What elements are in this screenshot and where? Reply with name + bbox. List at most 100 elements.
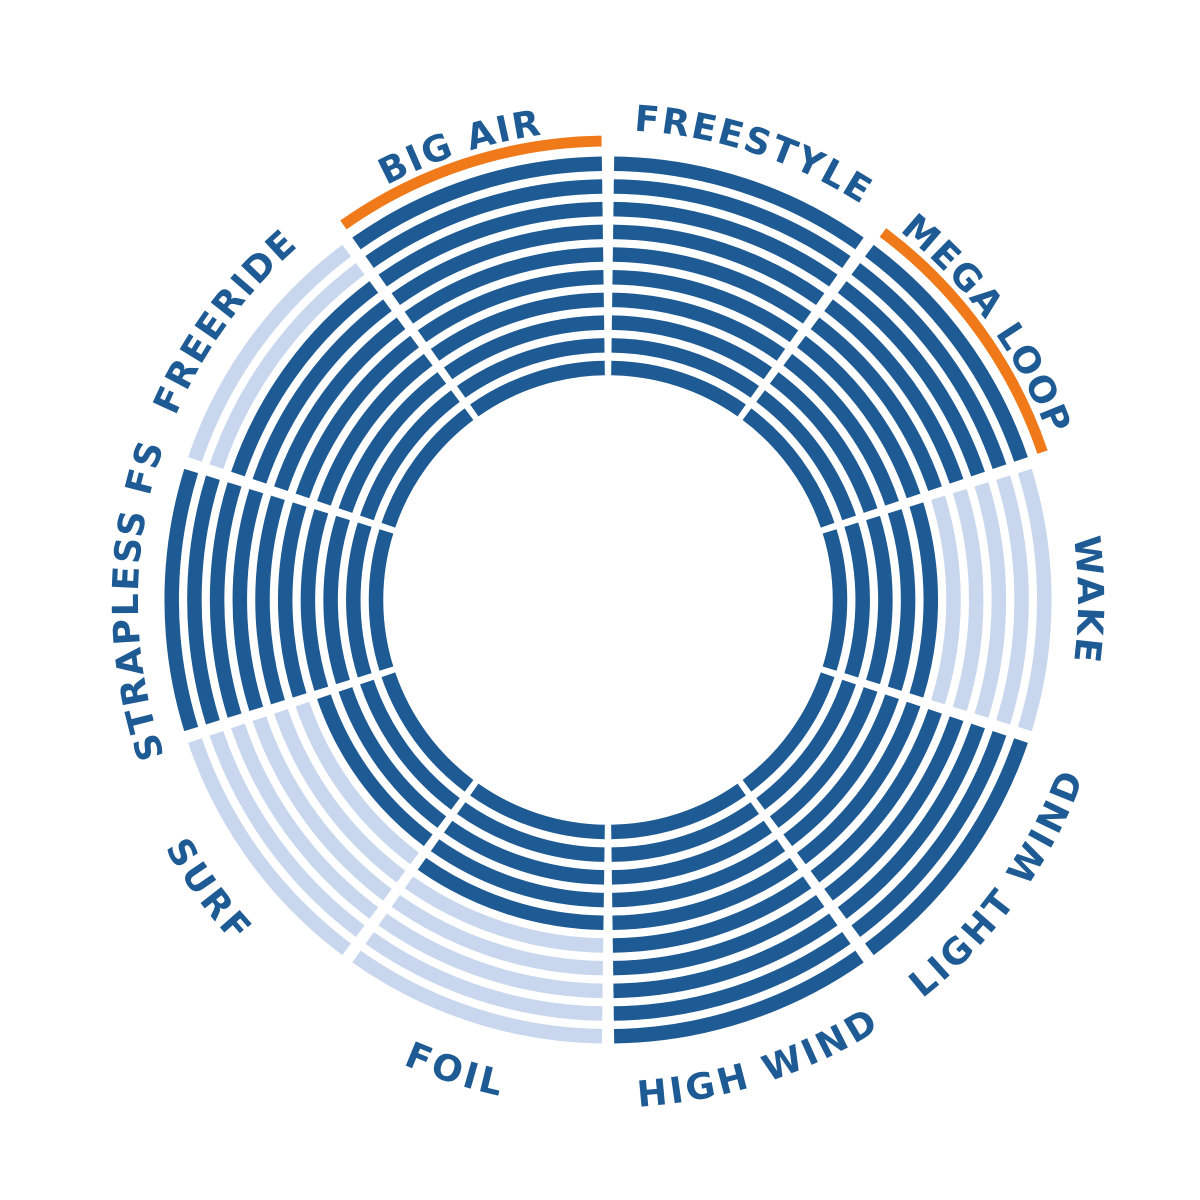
ring-bar [457,802,605,862]
ring-bar [164,468,199,732]
ring-bar [352,156,603,250]
segment-foil [352,783,605,1044]
ring-bar [613,894,825,976]
ring-bar [317,353,433,506]
ring-bar [1017,468,1052,732]
ring-bar [613,913,838,999]
ring-bar [404,876,604,953]
ring-bar [391,224,603,306]
ring-bar [810,709,942,883]
ring-bar [209,482,242,718]
segment-high-wind [611,783,864,1044]
segment-freeride [188,244,474,528]
ring-bar [430,839,604,908]
ring-bar [974,482,1007,718]
highlight-arc [879,228,1048,454]
ring-bar [470,360,605,417]
ring-bar [742,408,835,528]
ring-bar [810,317,942,491]
ring-bar [865,244,1028,462]
ring-bar [783,353,899,506]
ring-bars [164,135,1052,1044]
ring-bar [769,687,878,828]
ring-bar [611,360,746,417]
segment-freestyle [611,156,864,417]
ring-bar [824,299,964,484]
ring-bar [317,694,433,847]
ring-bar [232,488,264,712]
ring-bar [209,263,365,470]
ring-bar [887,509,916,691]
ring-bar [188,244,351,462]
ring-bar [612,839,786,908]
ring-bar [613,950,864,1044]
ring-bar [837,723,985,919]
segment-label: WAKE [1065,534,1110,667]
ring-bar [323,515,350,685]
ring-bar [391,894,603,976]
ring-bar [443,315,605,380]
ring-bar [295,335,419,499]
ring-bar [611,315,773,380]
segment-surf [188,672,474,956]
segment-big-air [340,135,605,417]
ring-bar [378,201,603,287]
ring-bar [611,820,773,885]
ring-bar [381,408,474,528]
ring-bar [231,723,379,919]
ring-bar [756,679,856,810]
ring-bar [613,201,838,287]
ring-bar [612,247,812,324]
ring-bar [346,522,372,678]
ring-bar [612,269,799,343]
ring-bar [611,338,759,398]
ring-bar [783,694,899,847]
ring-bar [274,709,406,883]
ring-bar [613,156,864,250]
ring-bar [352,950,603,1044]
ring-bar [252,716,392,901]
ring-bar [365,179,603,268]
ring-bar [274,317,406,491]
ring-bar [996,475,1029,725]
ring-bar [822,529,848,671]
ring-bar [252,299,392,484]
ring-bar [278,502,307,698]
ring-bar [612,857,799,931]
ring-bar [365,932,603,1021]
ring-bar [360,390,460,521]
segment-mega-loop [742,228,1048,528]
ring-bar [187,475,220,725]
ring-bar [837,281,985,477]
highlight-arc [340,135,602,230]
segment-wake [822,468,1052,732]
ring-bar [851,730,1007,937]
ring-bar [188,738,351,956]
ring-bar [742,672,835,792]
ring-bar [797,701,921,865]
ring-bar [338,372,447,513]
ring-bar [612,876,812,953]
ring-bar [844,522,870,678]
ring-bar [381,672,474,792]
ring-bar [430,292,604,361]
ring-bar [300,509,329,691]
ring-bar [338,687,447,828]
ring-bar [865,738,1028,956]
ring-bar [295,701,419,865]
ring-bar [368,529,394,671]
ring-bar [417,857,604,931]
ring-bar [255,495,285,705]
ring-bar [611,783,746,840]
ring-bar [443,820,605,885]
ring-bar [756,390,856,521]
ring-bar [797,335,921,499]
ring-bar [866,515,893,685]
segment-label: STRAPLESS FS [106,435,173,766]
ring-bar [931,495,961,705]
ring-bar [612,292,786,361]
ring-bar [457,338,605,398]
ring-bar [209,730,365,937]
